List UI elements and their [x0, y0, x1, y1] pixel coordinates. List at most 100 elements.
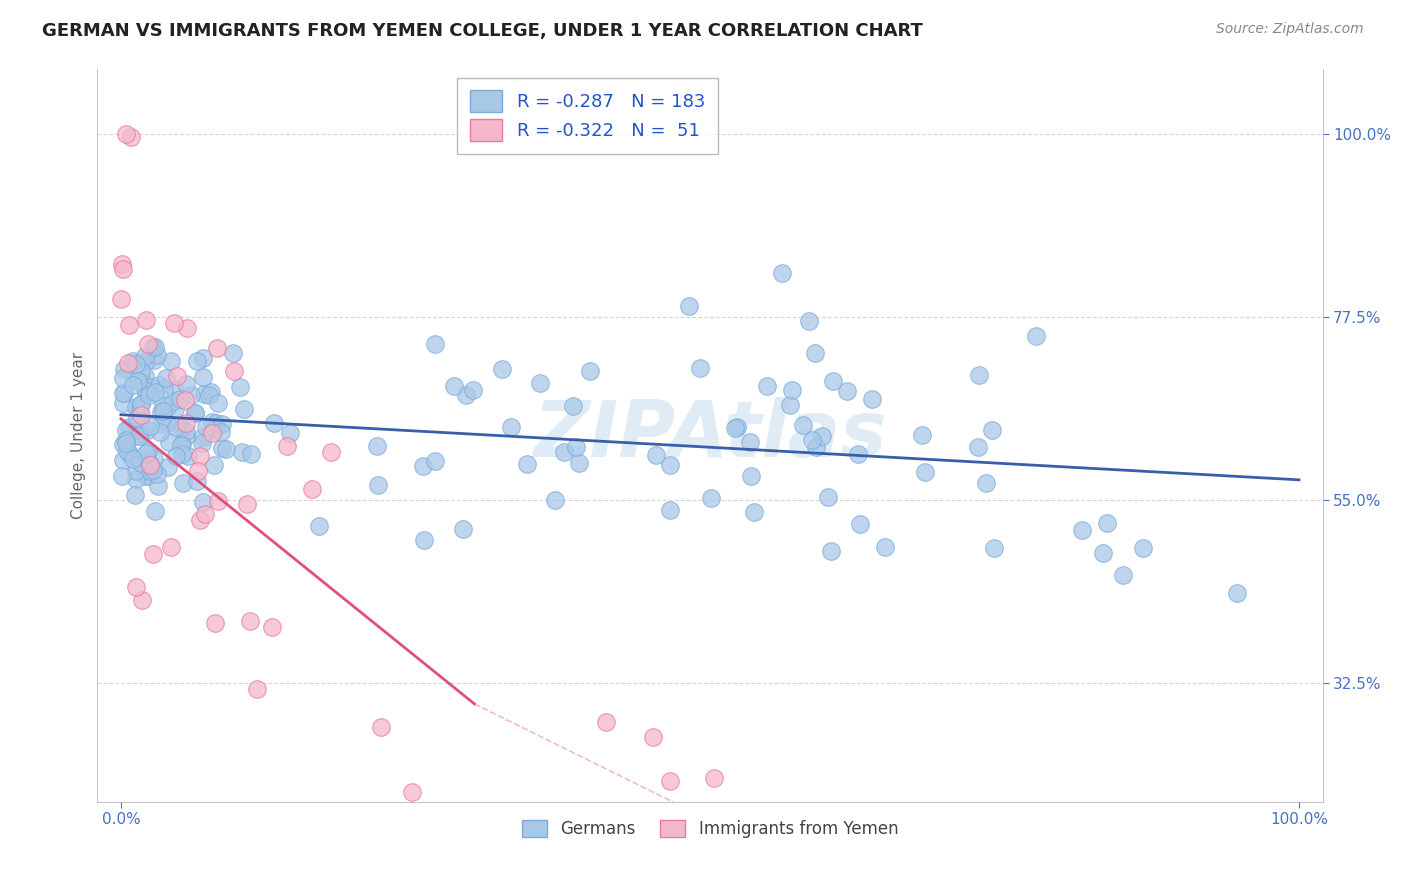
- Point: [727, 825, 749, 839]
- Point: [139, 419, 162, 434]
- Point: [207, 395, 229, 409]
- Point: [112, 371, 135, 385]
- Point: [166, 369, 188, 384]
- Point: [117, 356, 139, 370]
- Point: [207, 494, 229, 508]
- Point: [423, 337, 446, 351]
- Y-axis label: College, Under 1 year: College, Under 1 year: [72, 351, 86, 518]
- Point: [150, 405, 173, 419]
- Point: [142, 463, 165, 477]
- Point: [111, 452, 134, 467]
- Point: [793, 860, 815, 874]
- Point: [131, 375, 153, 389]
- Text: Source: ZipAtlas.com: Source: ZipAtlas.com: [1216, 22, 1364, 37]
- Point: [170, 437, 193, 451]
- Point: [516, 457, 538, 471]
- Point: [131, 425, 153, 440]
- Point: [231, 445, 253, 459]
- Point: [143, 384, 166, 399]
- Legend: Germans, Immigrants from Yemen: Germans, Immigrants from Yemen: [515, 813, 905, 845]
- Point: [246, 681, 269, 696]
- Point: [983, 541, 1005, 556]
- Point: [188, 450, 211, 464]
- Point: [544, 493, 567, 508]
- Point: [118, 318, 141, 332]
- Point: [799, 314, 821, 328]
- Point: [193, 430, 215, 444]
- Point: [553, 444, 575, 458]
- Point: [770, 266, 793, 280]
- Point: [659, 502, 682, 516]
- Point: [202, 458, 225, 473]
- Point: [155, 371, 177, 385]
- Point: [163, 401, 186, 416]
- Point: [204, 422, 226, 436]
- Point: [565, 441, 588, 455]
- Point: [194, 420, 217, 434]
- Point: [689, 360, 711, 375]
- Point: [595, 714, 617, 729]
- Point: [659, 458, 682, 472]
- Point: [186, 354, 208, 368]
- Point: [129, 364, 152, 378]
- Point: [139, 464, 162, 478]
- Point: [118, 419, 141, 434]
- Point: [129, 397, 152, 411]
- Point: [821, 374, 844, 388]
- Point: [224, 364, 246, 378]
- Point: [111, 257, 134, 271]
- Point: [643, 730, 665, 744]
- Text: GERMAN VS IMMIGRANTS FROM YEMEN COLLEGE, UNDER 1 YEAR CORRELATION CHART: GERMAN VS IMMIGRANTS FROM YEMEN COLLEGE,…: [42, 22, 924, 40]
- Point: [412, 458, 434, 473]
- Point: [412, 533, 434, 547]
- Point: [141, 380, 163, 394]
- Point: [148, 377, 170, 392]
- Point: [125, 472, 148, 486]
- Point: [170, 438, 193, 452]
- Point: [142, 451, 165, 466]
- Point: [1132, 541, 1154, 556]
- Point: [211, 441, 233, 455]
- Point: [172, 421, 194, 435]
- Point: [811, 429, 834, 443]
- Point: [135, 446, 157, 460]
- Point: [678, 299, 700, 313]
- Point: [111, 395, 134, 409]
- Point: [138, 468, 160, 483]
- Point: [582, 831, 605, 846]
- Point: [276, 439, 298, 453]
- Point: [308, 518, 330, 533]
- Point: [129, 397, 152, 411]
- Point: [780, 383, 803, 397]
- Point: [804, 346, 827, 360]
- Point: [127, 374, 149, 388]
- Point: [911, 428, 934, 442]
- Point: [120, 130, 142, 145]
- Point: [370, 720, 392, 734]
- Point: [1025, 329, 1047, 343]
- Point: [127, 357, 149, 371]
- Point: [240, 447, 263, 461]
- Point: [187, 464, 209, 478]
- Point: [184, 406, 207, 420]
- Point: [163, 383, 186, 397]
- Point: [156, 460, 179, 475]
- Point: [131, 592, 153, 607]
- Point: [454, 388, 477, 402]
- Point: [162, 317, 184, 331]
- Point: [159, 540, 181, 554]
- Point: [193, 507, 215, 521]
- Point: [817, 490, 839, 504]
- Point: [700, 491, 723, 505]
- Point: [779, 398, 801, 412]
- Point: [561, 399, 583, 413]
- Point: [125, 401, 148, 415]
- Point: [889, 860, 911, 874]
- Point: [215, 442, 238, 456]
- Point: [193, 387, 215, 401]
- Point: [211, 417, 233, 432]
- Point: [142, 547, 165, 561]
- Point: [112, 361, 135, 376]
- Point: [191, 351, 214, 365]
- Point: [135, 313, 157, 327]
